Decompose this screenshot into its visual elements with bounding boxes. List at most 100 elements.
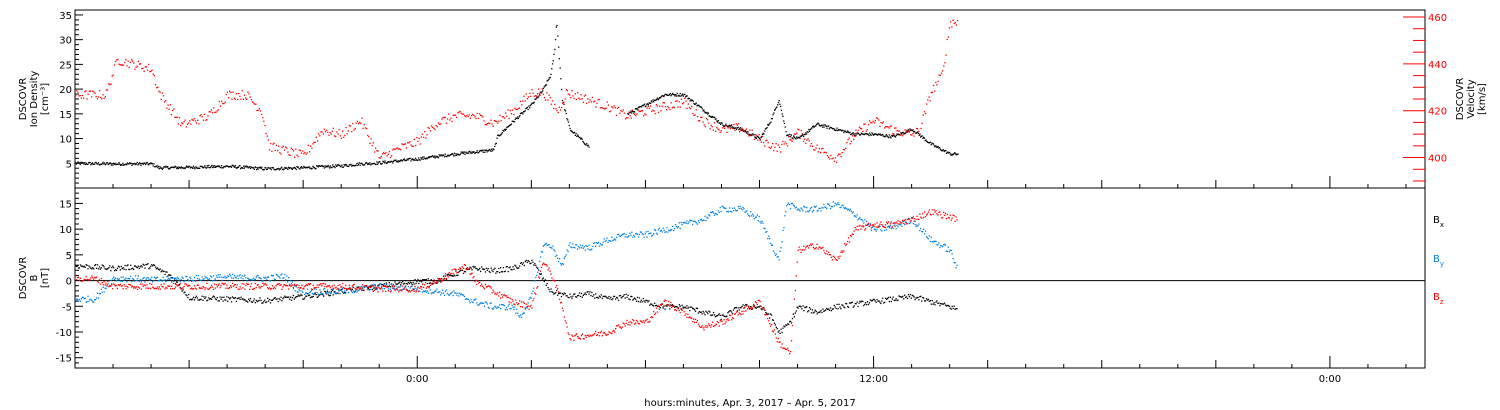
bx-point [222, 300, 224, 302]
by-point [945, 250, 948, 252]
bz-point [848, 241, 851, 243]
bx-point [421, 281, 423, 283]
density-point [388, 161, 390, 163]
bz-point [152, 286, 154, 288]
by-point [642, 233, 644, 236]
velocity-point [561, 106, 563, 109]
bx-point [266, 301, 268, 303]
by-point [458, 295, 460, 297]
velocity-point [319, 135, 321, 137]
density-point [116, 163, 119, 165]
density-point [763, 133, 765, 135]
density-point [310, 168, 313, 170]
bx-point [878, 300, 880, 302]
by-point [257, 275, 259, 277]
by-point [924, 233, 926, 235]
by-point [510, 308, 512, 310]
bz-point [243, 283, 245, 285]
density-point [770, 121, 772, 123]
by-point [447, 293, 449, 296]
density-point [538, 93, 541, 95]
density-point [577, 134, 579, 136]
velocity-point [829, 158, 831, 160]
bz-point [758, 299, 760, 301]
bx-point [83, 265, 85, 267]
by-point [464, 298, 467, 300]
bz-point [544, 263, 546, 266]
density-point [176, 166, 179, 168]
density-point [189, 167, 192, 169]
by-point [241, 275, 243, 277]
bx-point [902, 295, 904, 297]
density-point [872, 134, 875, 136]
bz-point [360, 287, 362, 289]
bx-point [751, 308, 753, 310]
bz-point [147, 287, 149, 289]
bz-point [421, 286, 423, 288]
bx-point [181, 290, 183, 292]
velocity-point [246, 98, 248, 100]
velocity-point [161, 92, 163, 94]
bz-point [145, 287, 147, 289]
density-point [504, 128, 506, 131]
bx-point [530, 262, 532, 264]
density-point [386, 162, 388, 165]
velocity-point [898, 130, 900, 132]
density-point [88, 161, 90, 164]
by-point [128, 277, 130, 280]
density-point [472, 151, 474, 153]
density-point [440, 154, 443, 156]
density-point [674, 95, 676, 97]
bx-point [326, 293, 328, 295]
density-point [728, 125, 730, 127]
density-point [475, 151, 478, 154]
by-point [291, 281, 294, 283]
bz-point [239, 286, 241, 288]
bz-point [705, 324, 707, 327]
bx-point [389, 286, 391, 288]
density-point [386, 161, 389, 164]
velocity-point [202, 119, 205, 121]
bz-point [433, 280, 435, 282]
bz-point [132, 285, 134, 287]
by-point [93, 301, 95, 303]
bx-point [624, 297, 626, 299]
bz-point [314, 287, 316, 289]
bx-point [519, 262, 522, 264]
bz-point [720, 320, 722, 322]
bx-point [682, 306, 684, 308]
density-point [957, 153, 959, 155]
density-point [133, 163, 135, 165]
velocity-point [831, 158, 833, 160]
velocity-point [322, 133, 324, 135]
by-point [940, 245, 942, 247]
bx-point [587, 291, 589, 293]
density-point [759, 139, 761, 141]
bz-point [311, 288, 313, 291]
velocity-point [545, 99, 547, 101]
velocity-point [307, 144, 309, 147]
density-point [389, 161, 392, 163]
bz-point [721, 320, 723, 322]
velocity-point [208, 111, 210, 113]
bx-point [490, 267, 492, 269]
density-point [812, 126, 814, 128]
velocity-point [314, 141, 316, 143]
density-point [421, 156, 424, 158]
bz-point [388, 285, 390, 287]
velocity-point [394, 148, 396, 151]
density-point [875, 133, 878, 135]
by-point [142, 277, 144, 279]
by-point [894, 223, 896, 225]
bx-point [405, 283, 408, 285]
velocity-point [224, 101, 226, 103]
bx-point [696, 307, 699, 310]
bx-point [101, 264, 103, 266]
bx-point [665, 305, 667, 307]
density-point [259, 167, 261, 169]
density-point [158, 168, 160, 170]
by-point [532, 290, 534, 292]
bz-point [307, 284, 309, 286]
by-point [438, 291, 440, 293]
velocity-point [851, 135, 854, 137]
